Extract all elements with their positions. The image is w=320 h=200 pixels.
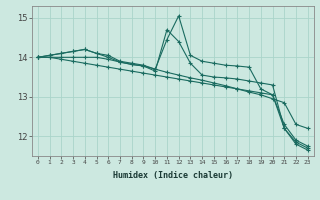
X-axis label: Humidex (Indice chaleur): Humidex (Indice chaleur) bbox=[113, 171, 233, 180]
